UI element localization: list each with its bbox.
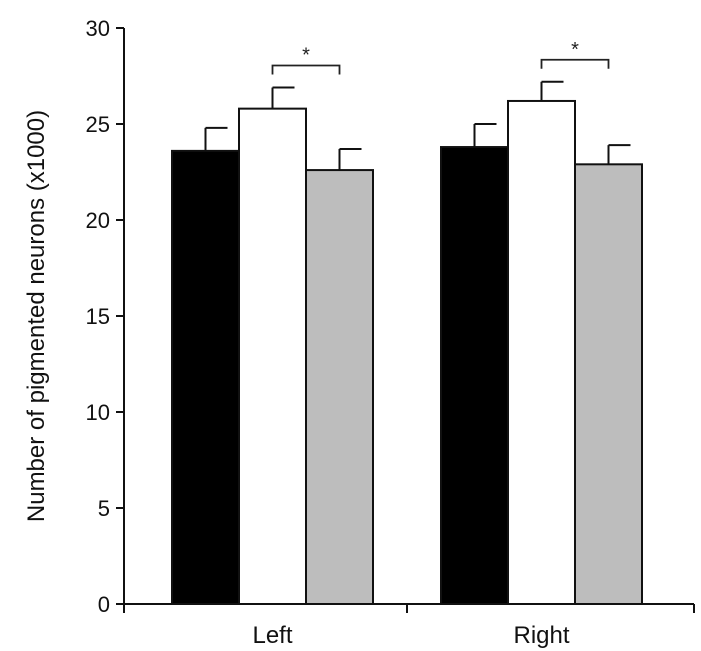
significance-marker: * [302, 45, 310, 67]
significance-marker: * [571, 39, 579, 61]
y-tick-label: 30 [86, 16, 110, 41]
bar [305, 169, 374, 606]
x-category-label: Left [252, 622, 292, 649]
x-axis: Left Right [123, 603, 695, 649]
y-axis: 0 5 10 15 20 25 30 [86, 16, 125, 617]
bar [574, 163, 643, 605]
x-category-label: Right [513, 622, 569, 649]
error-bars [204, 80, 631, 171]
y-tick-label: 20 [86, 208, 110, 233]
y-tick-label: 15 [86, 304, 110, 329]
significance-annotations: * * [271, 39, 610, 75]
y-tick-label: 10 [86, 400, 110, 425]
significance-bracket [540, 58, 610, 69]
y-tick-label: 25 [86, 112, 110, 137]
bar [238, 107, 307, 605]
bars [171, 99, 643, 606]
y-tick-label: 5 [98, 496, 110, 521]
bar [507, 99, 576, 606]
y-tick-label: 0 [98, 592, 110, 617]
bar [171, 149, 240, 605]
y-axis-label: Number of pigmented neurons (x1000) [23, 110, 50, 522]
significance-bracket [271, 64, 341, 75]
bar [440, 146, 509, 605]
